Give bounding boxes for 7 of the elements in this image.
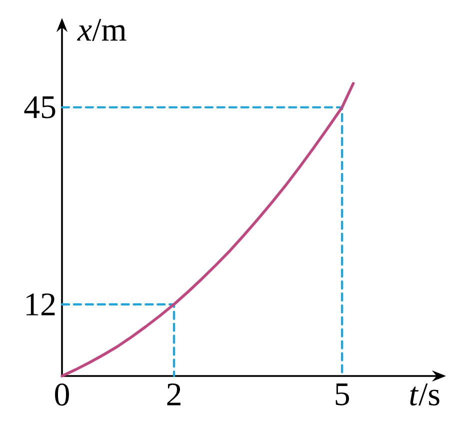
x-axis-title: t/s [410,384,440,406]
x-tick-label: 5 [336,384,350,406]
x-tick-label: 2 [167,384,180,406]
y-tick-label: 12 [26,293,55,316]
x-tick-label: 0 [55,384,69,406]
y-tick-label: 45 [24,96,56,118]
y-axis-title: x/m [77,18,126,41]
